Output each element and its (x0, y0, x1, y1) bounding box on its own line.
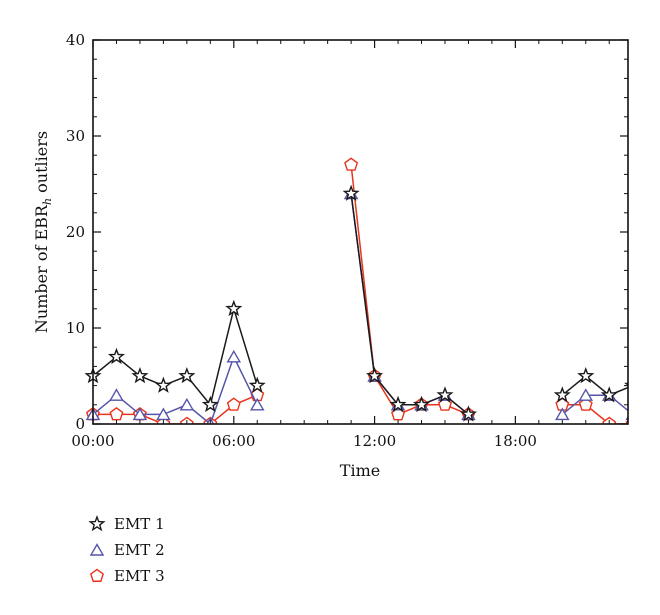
data-point (226, 397, 241, 411)
axis-ticks: 00:00 06:00 12:00 18:00 0 10 20 30 40 (66, 31, 628, 450)
legend-item: EMT 1 (88, 515, 165, 533)
data-point (156, 407, 171, 421)
data-point (178, 367, 196, 384)
x-tick-label: 00:00 (71, 432, 114, 450)
series-emt-1 (84, 184, 628, 422)
data-point (459, 405, 478, 422)
data-point (179, 397, 195, 411)
legend-marker-pentagon (89, 568, 105, 582)
y-tick-label: 0 (75, 415, 85, 433)
x-tick-label: 06:00 (212, 432, 255, 450)
y-axis-label-subscript: h (41, 198, 54, 205)
data-point (578, 388, 594, 401)
legend-label: EMT 1 (114, 515, 165, 533)
data-point (154, 376, 172, 393)
data-point (389, 395, 407, 413)
legend-item: EMT 3 (89, 567, 165, 585)
legend: EMT 1 EMT 2 EMT 3 (88, 515, 165, 585)
data-point (248, 376, 266, 393)
data-point (201, 395, 219, 413)
series-line-segment (561, 394, 628, 415)
y-tick-label: 30 (66, 127, 85, 145)
data-point (225, 299, 243, 317)
data-point (600, 386, 618, 403)
y-axis-label-main: Number of EBR (32, 204, 51, 333)
data-point (344, 157, 359, 171)
plot-area (84, 157, 628, 424)
data-point (109, 388, 124, 401)
legend-label: EMT 3 (114, 567, 165, 585)
y-axis-label: Number of EBRh outliers (32, 131, 54, 333)
x-tick-label: 18:00 (494, 432, 537, 450)
data-point (131, 367, 149, 384)
x-tick-label: 12:00 (353, 432, 396, 450)
data-point (226, 349, 242, 363)
legend-item: EMT 2 (89, 541, 165, 559)
plot-frame (92, 39, 629, 425)
data-point (553, 386, 571, 403)
data-point (109, 407, 124, 421)
y-tick-label: 40 (66, 31, 85, 49)
y-tick-label: 20 (66, 223, 85, 241)
y-axis-label-suffix: outliers (32, 131, 51, 198)
series-line-segment (562, 404, 628, 424)
series-emt-3 (85, 157, 628, 424)
data-point (107, 347, 126, 365)
data-point (132, 407, 148, 421)
y-tick-label: 10 (66, 319, 85, 337)
data-point (555, 407, 570, 421)
legend-marker-triangle (89, 543, 105, 556)
data-point (436, 386, 454, 403)
data-point (578, 397, 593, 411)
data-point (412, 395, 431, 413)
data-point (577, 366, 595, 384)
data-point (249, 397, 265, 411)
data-point (366, 367, 384, 384)
series-line-segment (561, 375, 628, 397)
data-point (342, 184, 360, 201)
legend-label: EMT 2 (114, 541, 165, 559)
x-axis-label: Time (340, 461, 380, 480)
legend-marker-star (88, 515, 106, 532)
